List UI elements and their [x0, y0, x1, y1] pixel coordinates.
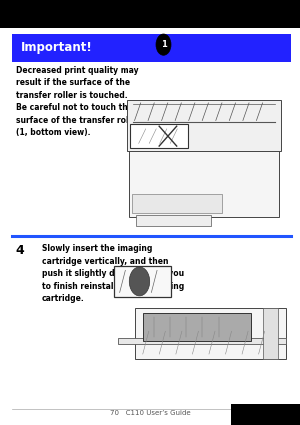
Bar	[114, 266, 171, 297]
Bar	[0, 0, 300, 28]
Text: Important!: Important!	[21, 41, 93, 54]
Text: Slowly insert the imaging
cartridge vertically, and then
push it slightly down t: Slowly insert the imaging cartridge vert…	[42, 244, 184, 303]
Bar	[136, 215, 211, 226]
Bar	[135, 309, 286, 359]
Text: 4: 4	[15, 244, 24, 258]
Bar	[231, 404, 300, 425]
Text: 1: 1	[160, 40, 166, 49]
Circle shape	[156, 34, 171, 55]
Bar	[118, 337, 286, 344]
Bar	[143, 313, 251, 341]
Bar	[130, 124, 188, 148]
Bar	[132, 194, 222, 213]
Text: Decreased print quality may
result if the surface of the
transfer roller is touc: Decreased print quality may result if th…	[16, 66, 141, 137]
Bar	[263, 309, 278, 359]
Bar	[12, 34, 291, 62]
Text: 70   C110 User’s Guide: 70 C110 User’s Guide	[110, 410, 190, 416]
Bar	[127, 100, 281, 151]
Bar	[129, 151, 279, 217]
Circle shape	[129, 267, 150, 296]
